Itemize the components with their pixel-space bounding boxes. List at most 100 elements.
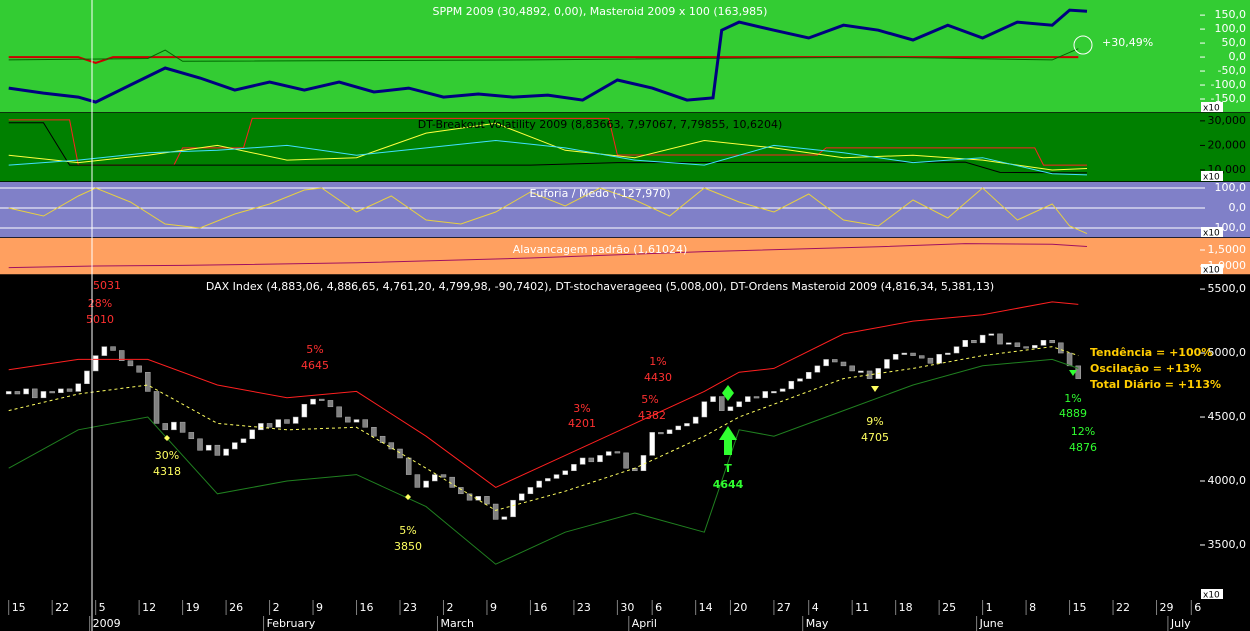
x-tick-label: 19 [186, 601, 200, 614]
candle-body [727, 406, 734, 411]
candle-body [240, 438, 247, 443]
candle-body [492, 503, 499, 520]
x-tick-label: 15 [1073, 601, 1087, 614]
candle-body [901, 352, 908, 355]
candle-body [5, 391, 12, 395]
x-tick-label: 22 [55, 601, 69, 614]
candle-body [1032, 345, 1038, 349]
annotation: Tendência = +100% [1090, 346, 1212, 359]
candle-body [49, 391, 55, 394]
y-tick-label: -50,0 [1218, 64, 1246, 77]
candle-body [501, 516, 508, 520]
panel: 5500,0 5000,0 4500,0 4000,0 3500,0 DAX Index … [0, 275, 1250, 601]
scale-note: x10 [1203, 591, 1220, 601]
series-line [8, 122, 1088, 171]
x-axis-background [0, 600, 1250, 631]
candle-body [823, 359, 829, 367]
candle-body [745, 396, 751, 402]
y-tick-label: 4000,0 [1208, 474, 1247, 487]
candle-body [1066, 352, 1073, 367]
y-tick-label: 100,0 [1215, 181, 1247, 194]
candle-body [953, 346, 960, 354]
annotation: 4430 [644, 371, 672, 384]
x-tick-label: 27 [777, 601, 791, 614]
candle-body [545, 478, 551, 482]
candle-body [214, 444, 221, 456]
x-tick-label: 1 [986, 601, 993, 614]
annotation: 4318 [153, 465, 181, 478]
x-tick-label: 6 [1194, 601, 1201, 614]
annotation: 4889 [1059, 407, 1087, 420]
candle-body [571, 464, 577, 472]
markers [91, 0, 1093, 631]
candle-body [988, 333, 995, 336]
candle-body [127, 360, 134, 367]
candle-body [1014, 342, 1021, 347]
series-line [8, 301, 1079, 488]
candle-body [66, 388, 73, 392]
month-label: April [632, 617, 657, 630]
annotation: 12% [1071, 425, 1095, 438]
annotation: +30,49% [1102, 36, 1153, 49]
candle-body [1049, 340, 1055, 344]
annotation: 1% [1064, 392, 1081, 405]
y-tick-label: 0,0 [1229, 201, 1247, 214]
annotation: 3% [573, 402, 590, 415]
candle-body [797, 378, 803, 382]
candle-body [710, 396, 716, 402]
series-line [8, 48, 1079, 62]
candle-body [666, 429, 673, 434]
candle-body [153, 391, 160, 424]
candle-body [788, 380, 795, 390]
candle-body [32, 388, 38, 399]
candle-body [1075, 365, 1082, 379]
candle-body [658, 432, 664, 435]
candle-body [423, 480, 429, 488]
signal-arrow [1069, 370, 1077, 376]
candle-body [275, 419, 282, 428]
candle-body [232, 442, 238, 450]
candle-body [1005, 342, 1012, 345]
signal-arrow [871, 386, 879, 392]
candle-body [553, 474, 560, 479]
panel-background [0, 275, 1250, 600]
candle-body [318, 398, 325, 401]
candle-body [40, 391, 47, 399]
candle-body [179, 421, 186, 433]
candle-body [362, 419, 368, 428]
candle-body [397, 448, 403, 459]
x-tick-label: 26 [229, 601, 243, 614]
x-tick-label: 12 [142, 601, 156, 614]
candle-body [75, 383, 82, 392]
x-tick-label: 18 [899, 601, 913, 614]
signal-diamond [164, 435, 170, 441]
candle-body [623, 452, 629, 469]
candle-body [884, 359, 890, 369]
candle-body [379, 435, 386, 443]
y-tick-label: 1,5000 [1208, 243, 1247, 256]
candle-body [458, 487, 464, 495]
candle-body [371, 427, 377, 437]
candle-body [910, 352, 916, 356]
y-tick-label: 4500,0 [1208, 410, 1247, 423]
candle-body [832, 359, 838, 363]
candle-body [432, 474, 438, 482]
candle-body [92, 355, 99, 372]
scale-note-box [1201, 227, 1223, 237]
candle-body [614, 451, 621, 454]
candle-body [484, 496, 490, 505]
candle-body [562, 470, 568, 475]
annotation: 28% [88, 297, 112, 310]
candle-body [23, 388, 29, 395]
candle-body [605, 451, 612, 456]
candle-body [301, 403, 308, 418]
month-label: 2009 [93, 617, 121, 630]
candle-body [284, 419, 290, 424]
candle-body [388, 442, 395, 450]
candle-body [510, 499, 516, 518]
scale-note-box [1201, 589, 1223, 599]
